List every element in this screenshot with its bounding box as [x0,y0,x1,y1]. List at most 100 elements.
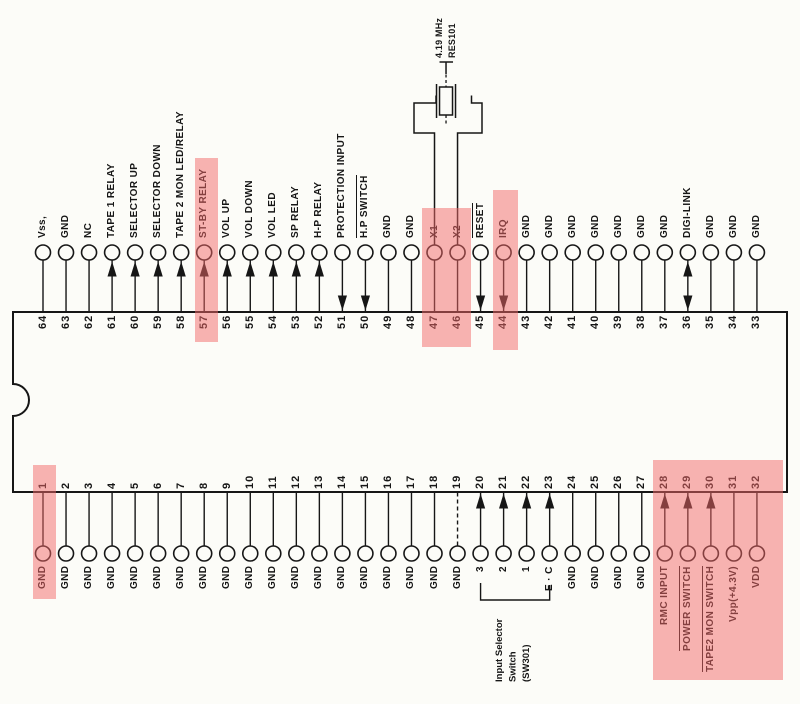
pin-38-terminal [633,244,651,261]
pin-56-label: VOL UP [221,198,233,238]
pin-23-arrow-in [545,493,555,509]
highlight-pin-57 [195,158,218,342]
pin-51-number: 51 [335,315,348,330]
pin-26-terminal [610,545,628,562]
pin-35-number: 35 [704,315,717,330]
pin-51-label: PROTECTION INPUT [336,133,348,238]
pin-33-label: GND [750,214,762,238]
pin-35-terminal [702,244,720,261]
pin-38-label: GND [635,214,647,238]
pin-51-terminal [334,244,351,261]
pin-58-terminal [172,244,190,261]
pin-45-terminal [472,244,489,261]
pin-52-terminal [311,244,328,261]
pin-63-terminal [57,244,75,261]
pin-42-label: GND [543,214,555,238]
pin-5-number: 5 [128,481,141,489]
pin-22-terminal [518,545,535,562]
pin-33-terminal [748,244,766,261]
pin-11-label: GND [267,566,279,590]
pin-50-label-text: H.P SWITCH [356,175,371,238]
pin-43-terminal [518,244,535,261]
pin-20-number: 20 [474,474,487,489]
pin-4-label: GND [106,566,118,590]
pin-61-arrow-out [107,261,117,277]
pin-4-number: 4 [105,481,118,489]
pin-10-terminal [241,545,259,562]
pin-55-number: 55 [243,315,256,330]
pin-26-label: GND [612,566,624,590]
pin-6-number: 6 [151,481,164,489]
pin-21-terminal [495,545,512,562]
pin-36-label: DIGI-LINK [681,187,693,238]
pin-42-number: 42 [543,315,556,330]
pin-34-number: 34 [727,315,740,330]
pin-50-arrow-in [360,295,371,311]
pin-35-label: GND [704,214,716,238]
pin-9-terminal [218,545,236,562]
pin-16-terminal [380,545,397,562]
pin-39-label: GND [612,214,624,238]
pin-54-number: 54 [266,315,279,330]
pin-6-label: GND [152,566,164,590]
pin-58-label: TAPE 2 MON LED/RELAY [175,111,187,238]
pin-15-number: 15 [358,474,371,489]
pin-15-terminal [357,545,374,562]
pin-43-number: 43 [520,315,533,330]
pin-21-number: 21 [497,474,510,489]
highlight-pins-28-32 [653,460,783,680]
pin-17-number: 17 [404,474,417,489]
pin-60-arrow-out [130,261,140,277]
pin-56-terminal [218,244,236,261]
pin-4-terminal [103,545,121,562]
pin-61-terminal [103,244,121,261]
pin-41-number: 41 [566,315,579,330]
pin-63-number: 63 [59,315,72,330]
pin-41-label: GND [566,214,578,238]
pin-24-label: GND [566,566,578,590]
pin-48-label: GND [405,214,417,238]
pin-5-terminal [126,545,144,562]
pin-37-number: 37 [658,315,671,330]
pin-20-label: 3 [474,566,486,572]
pin-7-number: 7 [174,481,187,489]
pin-40-terminal [587,244,605,261]
pin-16-label: GND [382,566,394,590]
pin-37-label: GND [658,214,670,238]
pin-40-label: GND [589,214,601,238]
pin-8-number: 8 [197,481,210,489]
pin-59-label: SELECTOR DOWN [152,144,164,238]
input-selector-switch-label: Input Selector Switch (SW301) [494,618,532,682]
pin-56-number: 56 [220,315,233,330]
pin-54-terminal [264,244,282,261]
pin-24-number: 24 [566,474,579,489]
highlight-pin-1 [33,465,56,599]
pin-9-number: 9 [220,481,233,489]
pin-10-number: 10 [243,474,256,489]
pin-60-number: 60 [128,315,141,330]
pin-59-number: 59 [151,315,164,330]
pin-40-number: 40 [589,315,602,330]
pin-19-label: GND [451,566,463,590]
pin-20-terminal [472,545,489,562]
pin-25-number: 25 [589,474,602,489]
pin-13-number: 13 [312,474,325,489]
pin-64-number: 64 [36,315,49,330]
pin-14-number: 14 [335,474,348,489]
pin-18-number: 18 [428,474,440,489]
pin-20-arrow-in [475,493,486,509]
pin-3-terminal [80,545,98,562]
pin-55-terminal [241,244,259,261]
pin-2-number: 2 [59,481,72,489]
pin-12-terminal [288,545,305,562]
pin-10-label: GND [244,566,256,590]
pin-58-number: 58 [174,315,187,330]
pin-62-terminal [80,244,98,261]
pin-39-terminal [610,244,628,261]
pin-17-label: GND [405,566,417,590]
pin-53-label: SP RELAY [290,185,302,238]
pin-14-label: GND [336,566,348,590]
pin-33-number: 33 [750,315,763,330]
pin-64-terminal [34,244,52,261]
